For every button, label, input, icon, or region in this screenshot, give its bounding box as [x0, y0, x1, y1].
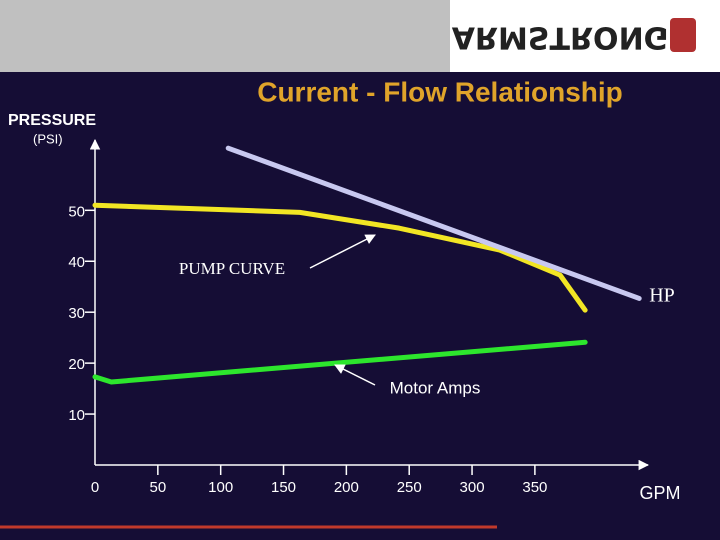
y-tick-label: 10 [68, 407, 85, 424]
y-tick-label: 40 [68, 254, 85, 271]
x-tick-label: 50 [149, 479, 166, 496]
plot: 10 20 30 40 50 0 50 100 150 200 250 300 350 PUMP CURV… [68, 145, 675, 496]
x-tick-label: 100 [208, 479, 233, 496]
series-label: PUMP CURVE [179, 259, 285, 278]
x-tick-label: 150 [271, 479, 296, 496]
x-tick-label: 0 [91, 479, 99, 496]
annotation-arrow [309, 234, 376, 269]
x-axis-label: GPM [639, 483, 680, 503]
y-tick-label: 30 [68, 305, 85, 322]
series-line [92, 339, 588, 385]
y-tick-label: 20 [68, 356, 85, 373]
x-tick-label: 200 [334, 479, 359, 496]
y-axis-label: PRESSURE [8, 112, 96, 129]
chart-title: Current - Flow Relationship [257, 76, 623, 107]
annotation-arrow [334, 364, 376, 386]
x-tick-label: 300 [460, 479, 485, 496]
logo-icon [670, 18, 696, 52]
logo: ARMSTRONG [452, 20, 669, 55]
series-label: Motor Amps [390, 378, 481, 397]
y-axis-unit: (PSI) [33, 131, 63, 146]
y-tick-label: 50 [68, 203, 85, 220]
x-tick-label: 250 [397, 479, 422, 496]
series-line [225, 145, 642, 301]
series-label: HP [649, 285, 675, 307]
series-line [92, 202, 588, 313]
x-tick-label: 350 [522, 479, 547, 496]
